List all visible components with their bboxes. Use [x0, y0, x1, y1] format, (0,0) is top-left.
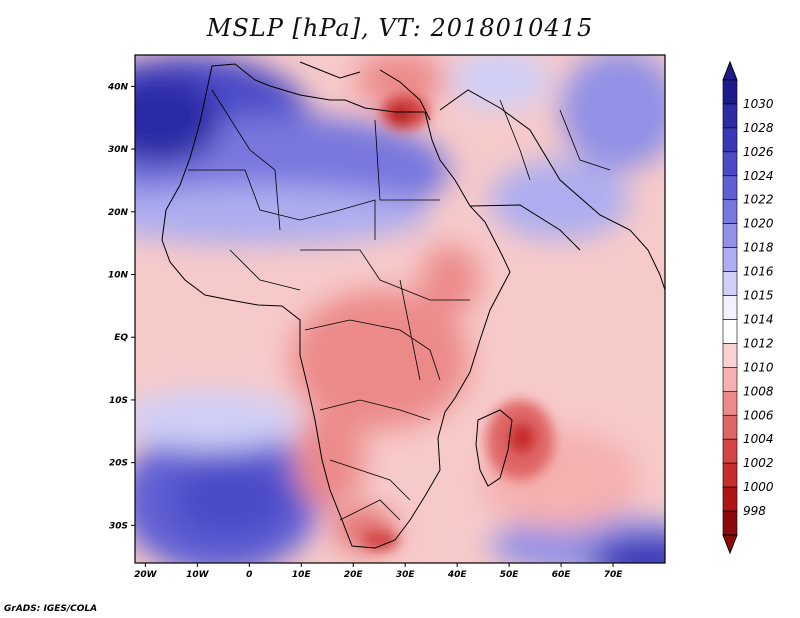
colorbar-segment — [722, 271, 738, 296]
lat-tick-label: 30N — [108, 145, 129, 155]
colorbar-top-arrow — [722, 60, 738, 81]
lon-tick-label: 20E — [344, 570, 364, 580]
colorbar-segment — [722, 223, 738, 248]
lon-tick-label: 70E — [604, 570, 624, 580]
lat-tick-label: 20N — [108, 208, 129, 218]
colorbar-label: 1030 — [743, 97, 774, 111]
colorbar-segment — [722, 414, 738, 440]
colorbar: 1030 1028 1026 1024 1022 1020 1018 1016 1015 1014… — [722, 60, 774, 555]
colorbar-segment — [722, 462, 738, 488]
lon-tick-label: 30E — [396, 570, 416, 580]
colorbar-label: 1028 — [743, 121, 774, 135]
plot-frame — [134, 54, 666, 564]
colorbar-segment — [722, 438, 738, 464]
colorbar-label: 1024 — [743, 169, 774, 183]
lat-tick-label: 10N — [108, 271, 129, 281]
colorbar-label: 1008 — [743, 384, 774, 398]
colorbar-segment — [722, 510, 738, 536]
colorbar-label: 1022 — [743, 193, 774, 207]
colorbar-segment — [722, 175, 738, 201]
colorbar-label: 1006 — [743, 408, 774, 422]
borders — [188, 89, 611, 521]
colorbar-segment — [722, 79, 738, 105]
colorbar-segment — [722, 367, 738, 392]
colorbar-segment — [722, 247, 738, 272]
colorbar-label: 1015 — [743, 289, 774, 303]
colorbar-label: 1020 — [743, 217, 774, 231]
colorbar-segment — [722, 391, 738, 416]
colorbar-label: 1018 — [743, 241, 774, 255]
lon-tick-label: 0 — [246, 570, 252, 580]
colorbar-label: 1014 — [743, 312, 774, 326]
colorbar-segment — [722, 127, 738, 153]
colorbar-segment — [722, 295, 738, 320]
colorbar-bottom-arrow — [722, 534, 738, 555]
colorbar-label: 998 — [743, 504, 766, 518]
colorbar-segment — [722, 343, 738, 368]
colorbar-segment — [722, 103, 738, 129]
lon-tick-label: 20W — [134, 570, 158, 580]
colorbar-label: 1000 — [743, 480, 774, 494]
lat-tick-label: 30S — [109, 521, 128, 531]
pressure-field — [135, 55, 665, 563]
map-title: MSLP [hPa], VT: 2018010415 — [206, 14, 594, 42]
colorbar-segment — [722, 151, 738, 177]
lon-tick-label: 10W — [186, 570, 210, 580]
colorbar-segment — [722, 319, 738, 344]
axis-ticks: 20W 10W 0 10E 20E 30E 40E 50E 60E 70E 40N 30N 20N 10N… — [107, 82, 623, 580]
lon-tick-label: 60E — [552, 570, 572, 580]
lat-tick-label: EQ — [114, 333, 128, 343]
colorbar-label: 1016 — [743, 265, 774, 279]
credit-text: GrADS: IGES/COLA — [4, 604, 98, 614]
lat-tick-label: 10S — [109, 396, 128, 406]
colorbar-label: 1026 — [743, 145, 774, 159]
colorbar-label: 1004 — [743, 432, 774, 446]
colorbar-label: 1010 — [743, 360, 774, 374]
colorbar-label: 1012 — [743, 336, 774, 350]
lon-tick-label: 50E — [500, 570, 520, 580]
coastlines — [161, 61, 665, 549]
lat-tick-label: 20S — [109, 459, 128, 469]
lon-tick-label: 40E — [447, 570, 468, 580]
colorbar-segment — [722, 199, 738, 224]
lon-tick-label: 10E — [292, 570, 312, 580]
lat-tick-label: 40N — [107, 82, 129, 92]
colorbar-label: 1002 — [743, 456, 774, 470]
colorbar-segment — [722, 486, 738, 512]
